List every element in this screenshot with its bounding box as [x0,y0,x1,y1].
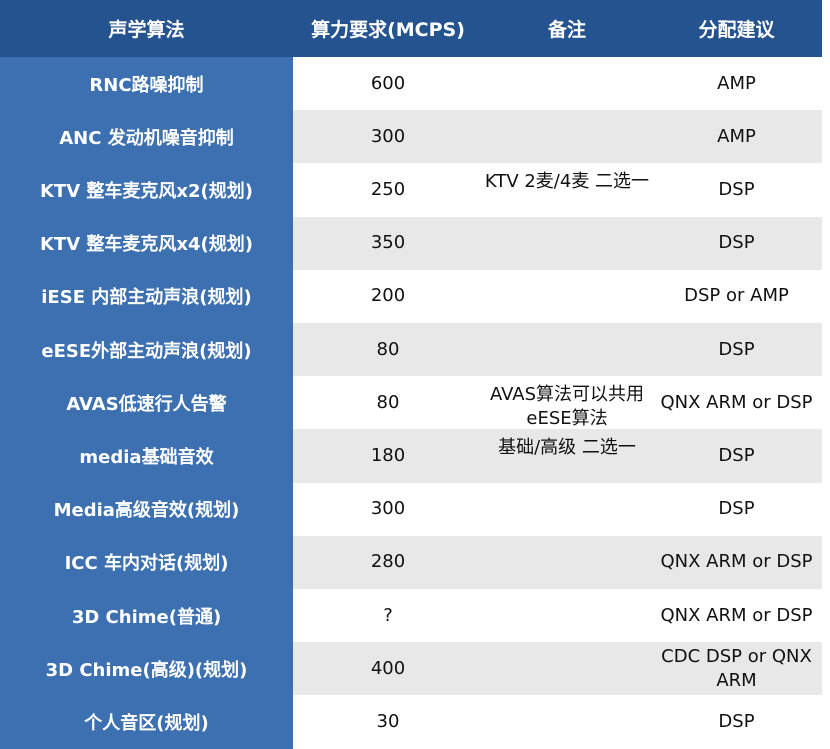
cell-allocation: DSP [718,710,755,732]
header-allocation: 分配建议 [698,19,775,41]
cell-allocation: AMP [717,72,756,94]
cell-algorithm: eESE外部主动声浪(规划) [0,323,293,377]
table-row: KTV 整车麦克风x4(规划) 350 DSP [0,216,822,270]
cell-allocation: QNX ARM or DSP [660,551,813,573]
table-row: ANC 发动机噪音抑制 300 AMP [0,110,822,164]
cell-note [483,695,651,748]
row-background [293,376,822,430]
table-row: RNC路噪抑制 600 AMP [0,57,822,111]
row-background [293,57,822,111]
cell-allocation: AMP [717,125,756,147]
cell-mcps: 200 [370,285,406,307]
cell-algorithm: ANC 发动机噪音抑制 [0,110,293,164]
table-row: KTV 整车麦克风x2(规划) 250 KTV 2麦/4麦 二选一 DSP [0,163,822,217]
row-background [293,269,822,323]
header-note: 备注 [547,19,586,41]
table-row: ICC 车内对话(规划) 280 QNX ARM or DSP [0,535,822,589]
cell-mcps: 180 [370,444,406,466]
cell-note [483,589,651,642]
cell-note [483,57,651,110]
cell-algorithm: iESE 内部主动声浪(规划) [0,269,293,323]
cell-note [483,217,651,270]
cell-allocation: DSP [718,178,755,200]
cell-note [483,110,651,163]
cell-algorithm: 3D Chime(普通) [0,589,293,643]
cell-allocation: QNX ARM or DSP [660,391,813,413]
row-background [293,482,822,536]
cell-algorithm: media基础音效 [0,429,293,483]
table-row: media基础音效 180 基础/高级 二选一 DSP [0,429,822,483]
cell-mcps: 250 [370,178,406,200]
table-row: AVAS低速行人告警 80 AVAS算法可以共用eESE算法 QNX ARM or D… [0,376,822,430]
table-row: 3D Chime(高级)(规划) 400 CDC DSP or QNX ARM [0,642,822,696]
cell-note [483,323,651,376]
cell-mcps: 600 [370,72,406,94]
cell-allocation: DSP or AMP [684,285,789,307]
cell-note [483,270,651,323]
table-row: 个人音区(规划) 30 DSP [0,695,822,749]
row-background [293,535,822,589]
row-background [293,163,822,217]
cell-mcps: 300 [370,125,406,147]
cell-allocation: DSP [718,232,755,254]
row-background [293,323,822,377]
row-background [293,216,822,270]
cell-allocation: CDC DSP or QNX ARM [661,645,812,691]
table-row: iESE 内部主动声浪(规划) 200 DSP or AMP [0,269,822,323]
cell-allocation: DSP [718,444,755,466]
cell-allocation: DSP [718,498,755,520]
cell-algorithm: Media高级音效(规划) [0,482,293,536]
cell-algorithm: KTV 整车麦克风x4(规划) [0,216,293,270]
row-background [293,429,822,483]
cell-algorithm: ICC 车内对话(规划) [0,535,293,589]
cell-note [483,536,651,589]
table-row: eESE外部主动声浪(规划) 80 DSP [0,323,822,377]
cell-mcps: 350 [370,232,406,254]
cell-algorithm: 个人音区(规划) [0,695,293,749]
row-background [293,642,822,696]
cell-note [483,642,651,695]
cell-algorithm: 3D Chime(高级)(规划) [0,642,293,696]
cell-allocation: DSP [718,338,755,360]
cell-mcps: 80 [376,391,400,413]
table-row: 3D Chime(普通)? QNX ARM or DSP [0,589,822,643]
cell-algorithm: KTV 整车麦克风x2(规划) [0,163,293,217]
cell-note [483,483,651,536]
cell-allocation: QNX ARM or DSP [660,604,813,626]
header-algorithm: 声学算法 [108,19,185,41]
cell-mcps: 300 [370,498,406,520]
cell-mcps: 280 [370,551,406,573]
cell-mcps: 400 [370,657,406,679]
cell-mcps: 30 [376,710,400,732]
cell-mcps: 80 [376,338,400,360]
row-background [293,695,822,749]
cell-note: 基础/高级 二选一 [498,437,636,459]
cell-note: KTV 2麦/4麦 二选一 [484,171,650,193]
row-background [293,110,822,164]
table-row: Media高级音效(规划) 300 DSP [0,482,822,536]
cell-mcps: ? [383,604,393,626]
header-mcps: 算力要求(MCPS) [311,19,465,41]
cell-algorithm: RNC路噪抑制 [0,57,293,111]
cell-note: AVAS算法可以共用eESE算法 [489,384,645,430]
cell-algorithm: AVAS低速行人告警 [0,376,293,430]
table-header-row: 声学算法 算力要求(MCPS) 备注 分配建议 [0,0,822,57]
row-background [293,589,822,643]
